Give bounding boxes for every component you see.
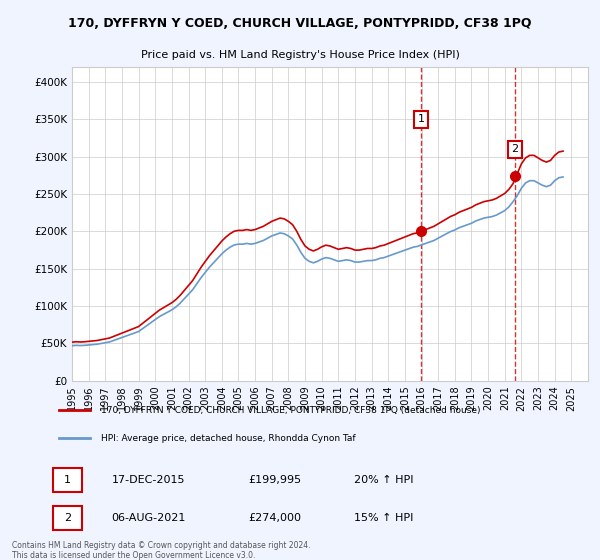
Text: 170, DYFFRYN Y COED, CHURCH VILLAGE, PONTYPRIDD, CF38 1PQ (detached house): 170, DYFFRYN Y COED, CHURCH VILLAGE, PON… [101, 405, 481, 414]
Text: 20% ↑ HPI: 20% ↑ HPI [354, 475, 414, 485]
Text: £274,000: £274,000 [248, 513, 302, 523]
Text: 06-AUG-2021: 06-AUG-2021 [112, 513, 186, 523]
Text: 17-DEC-2015: 17-DEC-2015 [112, 475, 185, 485]
Text: 15% ↑ HPI: 15% ↑ HPI [354, 513, 413, 523]
Text: HPI: Average price, detached house, Rhondda Cynon Taf: HPI: Average price, detached house, Rhon… [101, 434, 355, 443]
Text: 170, DYFFRYN Y COED, CHURCH VILLAGE, PONTYPRIDD, CF38 1PQ: 170, DYFFRYN Y COED, CHURCH VILLAGE, PON… [68, 17, 532, 30]
Text: 1: 1 [64, 475, 71, 485]
FancyBboxPatch shape [53, 506, 82, 530]
Text: Price paid vs. HM Land Registry's House Price Index (HPI): Price paid vs. HM Land Registry's House … [140, 50, 460, 60]
Text: 2: 2 [64, 513, 71, 523]
Text: 1: 1 [418, 114, 424, 124]
Text: 2: 2 [511, 144, 518, 155]
FancyBboxPatch shape [53, 468, 82, 492]
Text: £199,995: £199,995 [248, 475, 302, 485]
Text: Contains HM Land Registry data © Crown copyright and database right 2024.
This d: Contains HM Land Registry data © Crown c… [12, 541, 311, 560]
